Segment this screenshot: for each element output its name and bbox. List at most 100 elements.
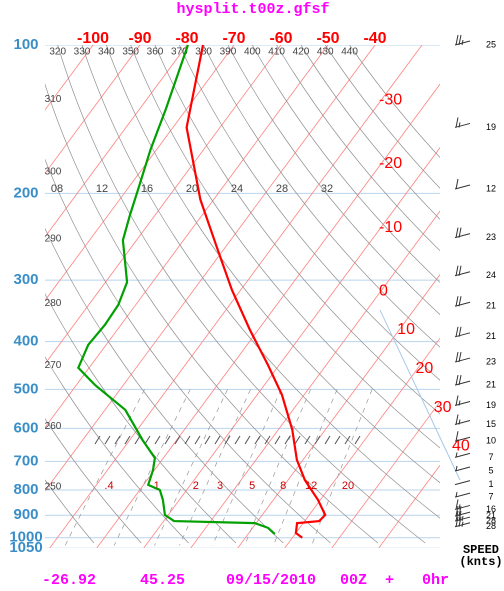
lat: -26.92 <box>42 572 96 589</box>
isotherm <box>378 464 440 548</box>
lon: 45.25 <box>140 572 185 589</box>
x-tick-label-right: 30 <box>434 399 452 416</box>
barb-half <box>458 122 461 128</box>
barb-half <box>461 515 464 522</box>
barb-feather <box>455 326 459 337</box>
hatch-mark <box>174 435 181 445</box>
tropopause-hatch <box>94 435 361 445</box>
theta-label: 260 <box>45 421 62 432</box>
hatch-mark <box>164 435 171 445</box>
y-tick-label: 500 <box>13 380 38 397</box>
barb-staff <box>454 301 471 307</box>
wind-barb <box>454 227 471 239</box>
barb-feather <box>455 510 459 522</box>
theta-label: 320 <box>49 47 66 58</box>
barb-half <box>458 504 461 510</box>
upper-label: 28 <box>276 183 288 195</box>
y-tick-label: 400 <box>13 333 38 350</box>
wind-speed-label: 7 <box>488 452 493 462</box>
barb-half <box>455 452 458 458</box>
x-tick-label-top: -60 <box>269 30 292 47</box>
barb-feather <box>455 431 459 442</box>
dry-adiabat <box>227 45 440 316</box>
x-tick-label-right: 20 <box>415 360 433 377</box>
mixing-ratio-line <box>212 389 282 546</box>
hatch-mark <box>304 435 311 445</box>
upper-label: 20 <box>186 183 198 195</box>
x-tick-label-top: -90 <box>128 30 151 47</box>
mixing-ratio-label: 2 <box>193 480 199 492</box>
upper-label: 24 <box>231 183 243 195</box>
dry-adiabat <box>45 227 284 544</box>
mixing-ratio-line <box>113 389 191 546</box>
theta-label: 340 <box>98 47 115 58</box>
isotherm <box>45 45 329 429</box>
barb-staff <box>454 332 471 338</box>
x-tick-label-top: -70 <box>222 30 245 47</box>
profile-line <box>76 44 276 535</box>
x-tick-label-right: 0 <box>379 282 388 299</box>
theta-label: 420 <box>293 47 310 58</box>
wind-speed-label: 1 <box>488 479 493 489</box>
mixing-ratio-label: 8 <box>280 480 286 492</box>
dry-adiabat <box>45 356 189 544</box>
profile-line <box>185 44 327 539</box>
dry-adiabat <box>45 418 142 544</box>
y-tick-label: 800 <box>13 481 38 498</box>
hatch-mark <box>184 435 191 445</box>
theta-label: 400 <box>244 47 261 58</box>
barb-staff <box>454 122 471 128</box>
mixing-ratio-label: 3 <box>217 480 223 492</box>
wind-barb <box>454 465 471 472</box>
dry-adiabat <box>178 45 440 381</box>
wind-barb <box>454 351 471 363</box>
theta-label: 330 <box>74 47 91 58</box>
barb-feather <box>455 499 459 510</box>
wind-speed-label: 21 <box>486 331 496 341</box>
hatch-mark <box>334 435 341 445</box>
wind-speed-label: 23 <box>486 232 496 242</box>
cycle: 00Z <box>340 572 367 589</box>
wind-speed-label: 5 <box>488 465 493 475</box>
y-tick-label: 1000 <box>9 529 42 546</box>
dry-adiabat <box>130 45 440 449</box>
mixing-ratio-line <box>179 389 251 546</box>
barb-feather <box>455 351 459 363</box>
dry-adiabat <box>324 45 440 189</box>
hatch-mark <box>104 435 111 445</box>
x-tick-label-right: 40 <box>452 438 470 455</box>
wind-barb <box>454 492 471 498</box>
barb-feather <box>458 351 462 363</box>
wind-speed-label: 15 <box>486 419 496 429</box>
hatch-mark <box>294 435 301 445</box>
isotherm <box>45 45 282 365</box>
isotherm <box>45 45 376 492</box>
mixing-ratio-line <box>154 389 228 546</box>
barb-half <box>461 521 464 527</box>
theta-label: 390 <box>220 47 237 58</box>
hatch-mark <box>154 435 161 445</box>
hatch-mark <box>224 435 231 445</box>
wind-speed-label: 28 <box>486 521 496 531</box>
upper-label: 12 <box>96 183 108 195</box>
mixing-ratio-line <box>273 389 338 546</box>
x-tick-label-right: 10 <box>397 321 415 338</box>
mixing-ratio-line <box>311 389 373 546</box>
hatch-mark <box>344 435 351 445</box>
dry-adiabat <box>251 45 440 283</box>
dry-adiabat <box>45 293 237 544</box>
grid <box>45 45 440 548</box>
wind-speed-label: 21 <box>486 301 496 311</box>
barb-half <box>455 465 458 472</box>
hatch-mark <box>274 435 281 445</box>
y-tick-label: 100 <box>13 36 38 53</box>
barb-staff <box>454 401 471 406</box>
isotherm <box>45 45 188 238</box>
theta-label: 300 <box>45 167 62 178</box>
x-tick-label-right: -30 <box>379 92 402 109</box>
isotherm <box>237 274 440 548</box>
barb-feather <box>458 296 462 307</box>
barb-feather <box>455 296 459 307</box>
y-tick-label: 300 <box>13 271 38 288</box>
